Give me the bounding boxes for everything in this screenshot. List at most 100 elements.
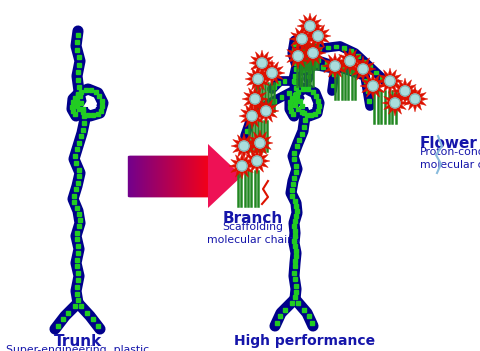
Circle shape [358, 64, 368, 74]
Bar [91, 113, 95, 117]
Bar [205, 156, 206, 196]
Text: Proton-conductive
molecular chains: Proton-conductive molecular chains [420, 147, 480, 170]
Bar [192, 156, 193, 196]
Polygon shape [239, 103, 265, 129]
Circle shape [252, 156, 262, 166]
Bar [304, 113, 309, 117]
Bar [132, 156, 133, 196]
Circle shape [345, 56, 355, 66]
Bar [293, 74, 297, 78]
Polygon shape [300, 40, 326, 66]
Bar [76, 92, 80, 96]
Bar [307, 75, 310, 78]
Bar [78, 94, 82, 98]
Bar [292, 54, 296, 58]
Circle shape [250, 94, 260, 104]
Bar [75, 78, 80, 82]
Bar [96, 324, 99, 328]
Bar [75, 99, 79, 103]
Bar [296, 107, 300, 111]
Bar [190, 156, 192, 196]
Bar [283, 307, 287, 311]
Bar [139, 156, 141, 196]
Polygon shape [231, 133, 257, 159]
Bar [141, 156, 143, 196]
Text: Branch: Branch [223, 211, 283, 226]
Bar [342, 46, 346, 49]
Bar [75, 298, 80, 302]
Circle shape [239, 141, 249, 151]
Bar [147, 156, 148, 196]
Bar [324, 61, 328, 65]
Bar [66, 311, 70, 315]
Bar [277, 314, 281, 318]
Circle shape [253, 74, 263, 84]
Bar [292, 98, 297, 102]
Bar [74, 40, 79, 44]
Polygon shape [229, 153, 255, 179]
Bar [75, 231, 79, 235]
Bar [204, 156, 205, 196]
Bar [73, 112, 77, 116]
Bar [366, 89, 369, 93]
Bar [140, 156, 142, 196]
Bar [162, 156, 164, 196]
Polygon shape [83, 96, 97, 107]
Bar [73, 160, 77, 165]
Circle shape [255, 138, 265, 148]
Bar [305, 62, 309, 66]
Bar [75, 285, 79, 289]
Bar [129, 156, 131, 196]
Bar [144, 156, 145, 196]
Circle shape [305, 21, 315, 31]
Circle shape [308, 48, 318, 58]
Bar [76, 244, 80, 248]
Bar [77, 107, 81, 111]
Bar [81, 127, 85, 132]
Bar [288, 99, 292, 104]
Bar [292, 157, 296, 161]
Bar [293, 92, 298, 96]
Bar [158, 156, 159, 196]
Bar [88, 88, 93, 92]
Bar [196, 156, 197, 196]
Bar [70, 105, 74, 108]
Bar [76, 251, 80, 254]
Bar [292, 80, 297, 84]
Polygon shape [337, 48, 363, 74]
Bar [292, 271, 296, 275]
Bar [160, 156, 161, 196]
Text: Flower: Flower [420, 136, 478, 151]
Bar [187, 156, 189, 196]
Bar [289, 95, 293, 99]
Bar [155, 156, 156, 196]
Bar [289, 109, 293, 113]
Bar [81, 107, 85, 111]
Bar [166, 156, 168, 196]
Circle shape [267, 68, 277, 78]
Bar [272, 85, 276, 89]
Bar [294, 67, 298, 71]
Bar [249, 119, 252, 123]
Bar [374, 71, 378, 74]
Bar [71, 99, 75, 104]
Bar [182, 156, 183, 196]
Bar [301, 87, 305, 91]
Bar [300, 104, 304, 108]
Bar [291, 112, 295, 116]
Circle shape [313, 31, 323, 41]
Bar [306, 68, 309, 71]
Circle shape [390, 98, 400, 108]
Polygon shape [360, 73, 386, 99]
Polygon shape [392, 78, 418, 104]
Bar [321, 65, 325, 68]
Bar [153, 156, 155, 196]
Bar [311, 90, 314, 94]
Bar [293, 284, 298, 288]
Text: High performance
fuel cell membrane
(structural model): High performance fuel cell membrane (str… [230, 334, 380, 351]
Bar [292, 277, 297, 281]
Bar [184, 156, 185, 196]
Bar [356, 54, 360, 58]
Bar [151, 156, 153, 196]
Bar [85, 311, 89, 315]
